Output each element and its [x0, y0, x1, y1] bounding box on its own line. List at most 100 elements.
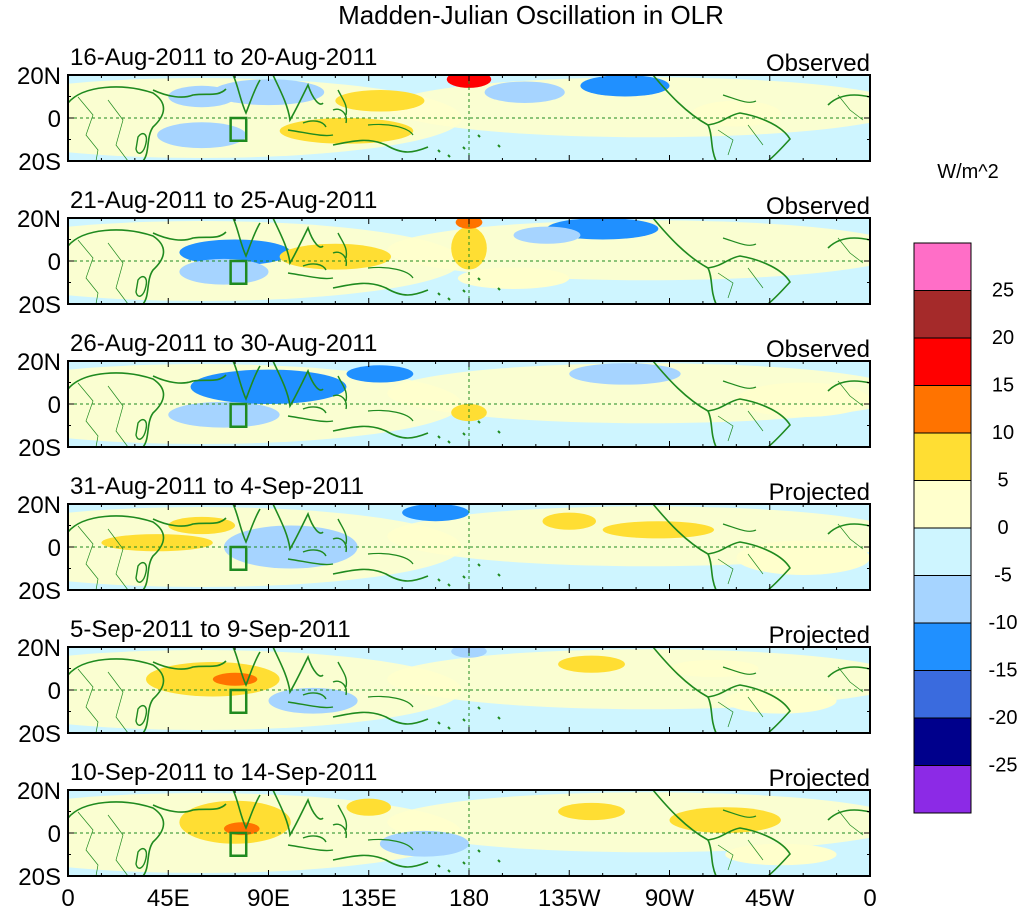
index-box [229, 545, 248, 571]
x-tick-label-7: 45W [745, 885, 795, 912]
colorbar-level-label: -25 [989, 755, 1018, 777]
y-tick-label: 0 [48, 106, 61, 133]
anomaly-blob [335, 90, 425, 112]
panel-type: Observed [766, 50, 870, 77]
index-box [229, 688, 248, 714]
anomaly-field [68, 504, 870, 587]
anomaly-blob [402, 504, 470, 522]
colorbar-swatch [913, 622, 972, 671]
anomaly-blob [457, 267, 570, 289]
panels: 20N 0 20S 16-Aug-2011 to 20-Aug-2011 Observe… [17, 44, 871, 891]
colorbar-level-label: 20 [992, 327, 1014, 349]
panel-3: 20N 0 20S 26-Aug-2011 to 30-Aug-2011 Observe… [17, 330, 871, 462]
y-tick-label: 0 [48, 392, 61, 419]
anomaly-blob [346, 798, 392, 816]
panel-date-range: 16-Aug-2011 to 20-Aug-2011 [70, 44, 377, 71]
anomaly-blob [179, 800, 291, 844]
colorbar-units: W/m^2 [937, 161, 999, 183]
colorbar-level-label: 0 [997, 517, 1008, 539]
y-tick-label: 20N [17, 635, 61, 662]
y-tick-label: 0 [48, 821, 61, 848]
colorbar-swatch [913, 765, 972, 814]
panel-date-range: 26-Aug-2011 to 30-Aug-2011 [70, 330, 377, 357]
anomaly-blob [168, 85, 236, 108]
anomaly-blob [558, 802, 625, 821]
anomaly-blob [558, 655, 625, 673]
y-tick-label: 0 [48, 249, 61, 276]
anomaly-blob [157, 122, 247, 149]
y-tick-label: 20S [18, 864, 61, 891]
y-tick-label: 0 [48, 678, 61, 705]
anomaly-blob [602, 521, 715, 539]
index-box [229, 116, 248, 142]
panel-type: Projected [769, 765, 870, 792]
anomaly-blob [736, 540, 870, 575]
colorbar-level-label: -20 [989, 707, 1018, 729]
colorbar-level-label: -10 [989, 612, 1018, 634]
y-tick-label: 0 [48, 535, 61, 562]
anomaly-blob [569, 363, 681, 385]
panel-6: 20N 0 20S 10-Sep-2011 to 14-Sep-2011 Project… [17, 759, 871, 891]
x-axis: 0 45E 90E 135E 180 135W 90W 45W 0 [61, 885, 876, 912]
y-tick-label: 20S [18, 149, 61, 176]
y-tick-label: 20N [17, 206, 61, 233]
y-tick-label: 20N [17, 349, 61, 376]
y-tick-label: 20N [17, 492, 61, 519]
anomaly-blob [542, 512, 596, 530]
anomaly-blob [168, 401, 280, 428]
panel-date-range: 31-Aug-2011 to 4-Sep-2011 [70, 473, 364, 500]
anomaly-field [68, 647, 870, 730]
anomaly-blob [346, 365, 414, 383]
anomaly-blob [168, 516, 236, 535]
x-tick-label-4: 180 [449, 885, 489, 912]
panel-5: 20N 0 20S 5-Sep-2011 to 9-Sep-2011 Projected [17, 616, 871, 748]
index-box [229, 831, 248, 857]
anomaly-blob [268, 687, 358, 714]
anomaly-blob [580, 75, 670, 97]
panel-date-range: 5-Sep-2011 to 9-Sep-2011 [70, 616, 351, 643]
anomaly-field [68, 792, 870, 873]
colorbar: W/m^2 25 20 15 10 5 0 -5 -10 -15 -20 -25 [913, 161, 1018, 814]
colorbar-level-label: -5 [994, 565, 1012, 587]
anomaly-blob [451, 404, 487, 422]
anomaly-blob [379, 830, 470, 857]
x-tick-label-2: 90E [247, 885, 290, 912]
anomaly-blob [725, 843, 837, 866]
y-tick-label: 20N [17, 63, 61, 90]
anomaly-field [68, 363, 870, 444]
index-box [229, 259, 248, 285]
panel-type: Projected [769, 622, 870, 649]
colorbar-level-label: 15 [992, 375, 1014, 397]
x-tick-label-3: 135E [341, 885, 397, 912]
anomaly-blob [387, 220, 870, 281]
y-tick-label: 20S [18, 578, 61, 605]
panel-1: 20N 0 20S 16-Aug-2011 to 20-Aug-2011 Observe… [17, 44, 871, 176]
x-tick-label-5: 135W [538, 885, 601, 912]
colorbar-level-label: 10 [992, 422, 1014, 444]
colorbar-swatch [913, 575, 972, 624]
colorbar-swatch [913, 242, 972, 291]
x-tick-label-8: 0 [863, 885, 876, 912]
chart-title: Madden-Julian Oscillation in OLR [338, 0, 724, 30]
colorbar-swatch [913, 717, 972, 766]
panel-type: Observed [766, 193, 870, 220]
anomaly-blob [513, 226, 581, 244]
anomaly-blob [179, 258, 269, 285]
colorbar-swatch [913, 290, 972, 339]
anomaly-blob [484, 81, 565, 103]
y-tick-label: 20N [17, 778, 61, 805]
colorbar-level-label: 25 [992, 280, 1014, 302]
anomaly-blob [190, 369, 347, 404]
x-tick-label-1: 45E [147, 885, 190, 912]
anomaly-blob [669, 659, 759, 678]
panel-type: Projected [769, 479, 870, 506]
anomaly-blob [669, 807, 781, 833]
colorbar-swatch [913, 480, 972, 529]
colorbar-swatch [913, 670, 972, 719]
x-tick-label-6: 90W [645, 885, 695, 912]
colorbar-level-label: -15 [989, 660, 1018, 682]
panel-4: 20N 0 20S 31-Aug-2011 to 4-Sep-2011 Projecte… [17, 473, 871, 605]
x-tick-label-0: 0 [61, 885, 74, 912]
anomaly-blob [279, 243, 392, 270]
panel-date-range: 10-Sep-2011 to 14-Sep-2011 [70, 759, 377, 786]
